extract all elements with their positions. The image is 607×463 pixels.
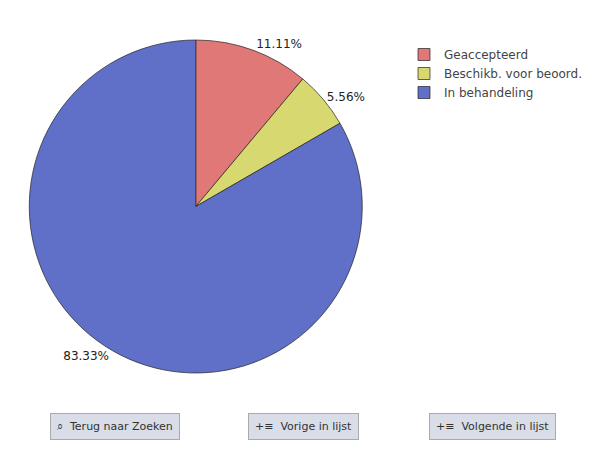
svg-text:+≡ Vorige in lijst: +≡ Vorige in lijst — [255, 420, 352, 433]
svg-text:5.56%: 5.56% — [327, 90, 365, 104]
svg-text:In behandeling: In behandeling — [444, 86, 533, 100]
svg-text:83.33%: 83.33% — [63, 349, 109, 363]
svg-text:Geaccepteerd: Geaccepteerd — [444, 48, 528, 62]
svg-text:⌕ Terug naar Zoeken: ⌕ Terug naar Zoeken — [57, 420, 173, 433]
svg-text:11.11%: 11.11% — [256, 37, 302, 51]
svg-text:+≡ Volgende in lijst: +≡ Volgende in lijst — [436, 420, 549, 433]
svg-text:Beschikb. voor beoord.: Beschikb. voor beoord. — [444, 67, 582, 81]
